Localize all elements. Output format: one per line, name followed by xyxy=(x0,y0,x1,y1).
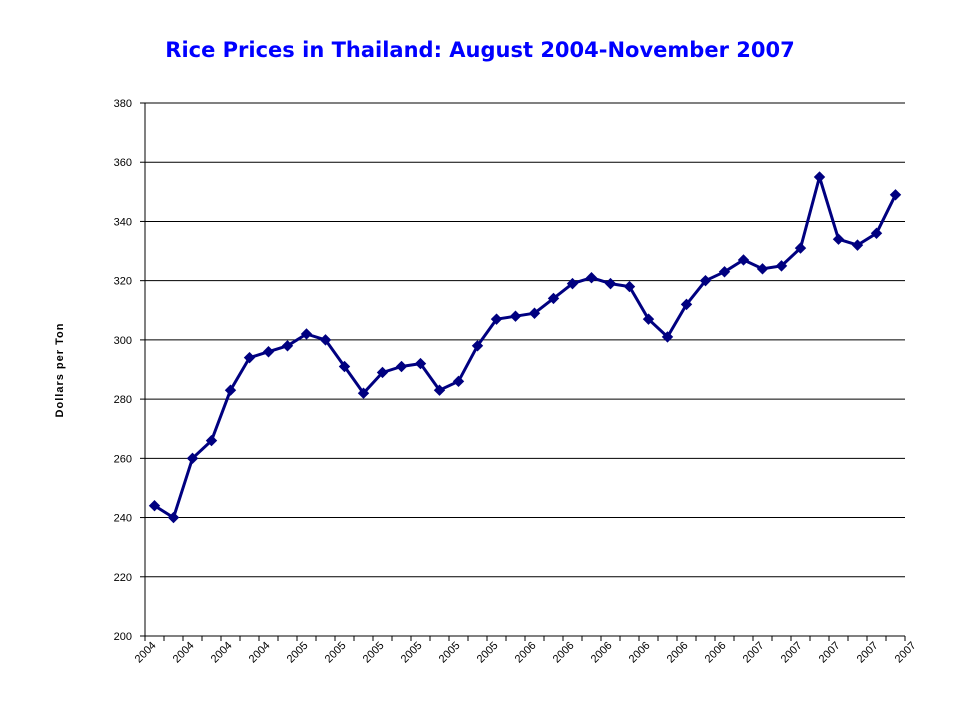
data-point-marker xyxy=(205,434,218,447)
x-tick-label: 2005 xyxy=(475,640,501,666)
data-point-marker xyxy=(756,263,769,275)
x-tick-label: 2006 xyxy=(551,640,577,666)
x-tick-label: 2007 xyxy=(741,640,767,666)
data-point-marker xyxy=(889,189,902,201)
data-point-marker xyxy=(699,274,712,287)
data-point-marker xyxy=(357,387,370,399)
chart-title: Rice Prices in Thailand: August 2004-Nov… xyxy=(165,38,795,62)
series-layer xyxy=(148,171,902,524)
data-point-marker xyxy=(718,266,731,278)
x-tick-label: 2004 xyxy=(171,640,197,666)
data-point-marker xyxy=(300,328,313,340)
data-point-marker xyxy=(452,375,465,388)
data-point-marker xyxy=(775,260,788,272)
y-tick-label: 360 xyxy=(114,157,132,169)
data-point-marker xyxy=(319,334,332,346)
data-point-marker xyxy=(851,239,864,251)
x-tick-label: 2005 xyxy=(285,640,311,666)
data-point-marker xyxy=(471,340,484,352)
y-tick-label: 340 xyxy=(114,216,132,228)
x-tick-label: 2006 xyxy=(513,640,539,666)
y-tick-label: 320 xyxy=(114,276,132,288)
data-point-marker xyxy=(623,280,636,293)
x-tick-label: 2006 xyxy=(589,640,615,666)
x-tick-label: 2005 xyxy=(361,640,387,666)
y-tick-label: 300 xyxy=(114,335,132,347)
data-point-marker xyxy=(604,277,617,290)
data-point-marker xyxy=(338,360,351,373)
x-tick-label: 2007 xyxy=(817,640,843,666)
data-point-marker xyxy=(737,254,750,266)
data-point-marker xyxy=(509,310,522,322)
x-tick-label: 2004 xyxy=(209,640,235,666)
data-point-marker xyxy=(870,227,883,239)
data-point-marker xyxy=(243,351,256,364)
x-tick-label: 2005 xyxy=(399,640,425,666)
x-tick-label: 2004 xyxy=(133,640,159,666)
y-tick-label: 240 xyxy=(114,513,132,525)
y-tick-label: 260 xyxy=(114,453,132,465)
x-tick-label: 2006 xyxy=(665,640,691,666)
data-point-marker xyxy=(566,277,579,290)
data-point-marker xyxy=(832,233,845,245)
data-point-marker xyxy=(148,500,161,512)
x-tick-label: 2006 xyxy=(703,640,729,666)
axes xyxy=(140,102,906,641)
x-tick-label: 2005 xyxy=(437,640,463,666)
x-tick-label: 2004 xyxy=(247,640,273,666)
x-tick-label: 2005 xyxy=(323,640,349,666)
x-tick-label: 2007 xyxy=(779,640,805,666)
data-point-marker xyxy=(414,357,427,370)
data-point-marker xyxy=(186,452,199,465)
x-tick-label: 2006 xyxy=(627,640,653,666)
gridlines xyxy=(145,102,905,578)
data-point-marker xyxy=(585,271,598,284)
data-point-marker xyxy=(262,346,275,358)
y-tick-label: 380 xyxy=(114,98,132,110)
data-point-marker xyxy=(281,340,294,352)
series-line xyxy=(153,175,897,520)
data-point-marker xyxy=(794,242,807,254)
y-tick-labels: 200 220 240 260 280 300 320 340 360 380 xyxy=(114,98,132,643)
y-tick-label: 280 xyxy=(114,394,132,406)
data-point-marker xyxy=(224,384,237,396)
data-point-marker xyxy=(490,313,503,325)
data-point-marker xyxy=(433,384,446,396)
y-tick-label: 200 xyxy=(114,631,132,643)
data-point-marker xyxy=(376,366,389,379)
data-point-marker xyxy=(680,298,693,311)
data-point-marker xyxy=(661,331,674,343)
x-tick-label: 2007 xyxy=(893,640,919,666)
data-point-marker xyxy=(395,360,408,373)
data-point-marker xyxy=(813,171,826,183)
y-tick-label: 220 xyxy=(114,572,132,584)
data-point-marker xyxy=(528,307,541,319)
x-tick-labels: 2004 2004 2004 2004 2005 2005 2005 2005 2005 2005… xyxy=(133,640,919,666)
x-tick-label: 2007 xyxy=(855,640,881,666)
data-point-marker xyxy=(547,292,560,305)
data-point-marker xyxy=(167,511,180,524)
data-point-marker xyxy=(642,313,655,325)
